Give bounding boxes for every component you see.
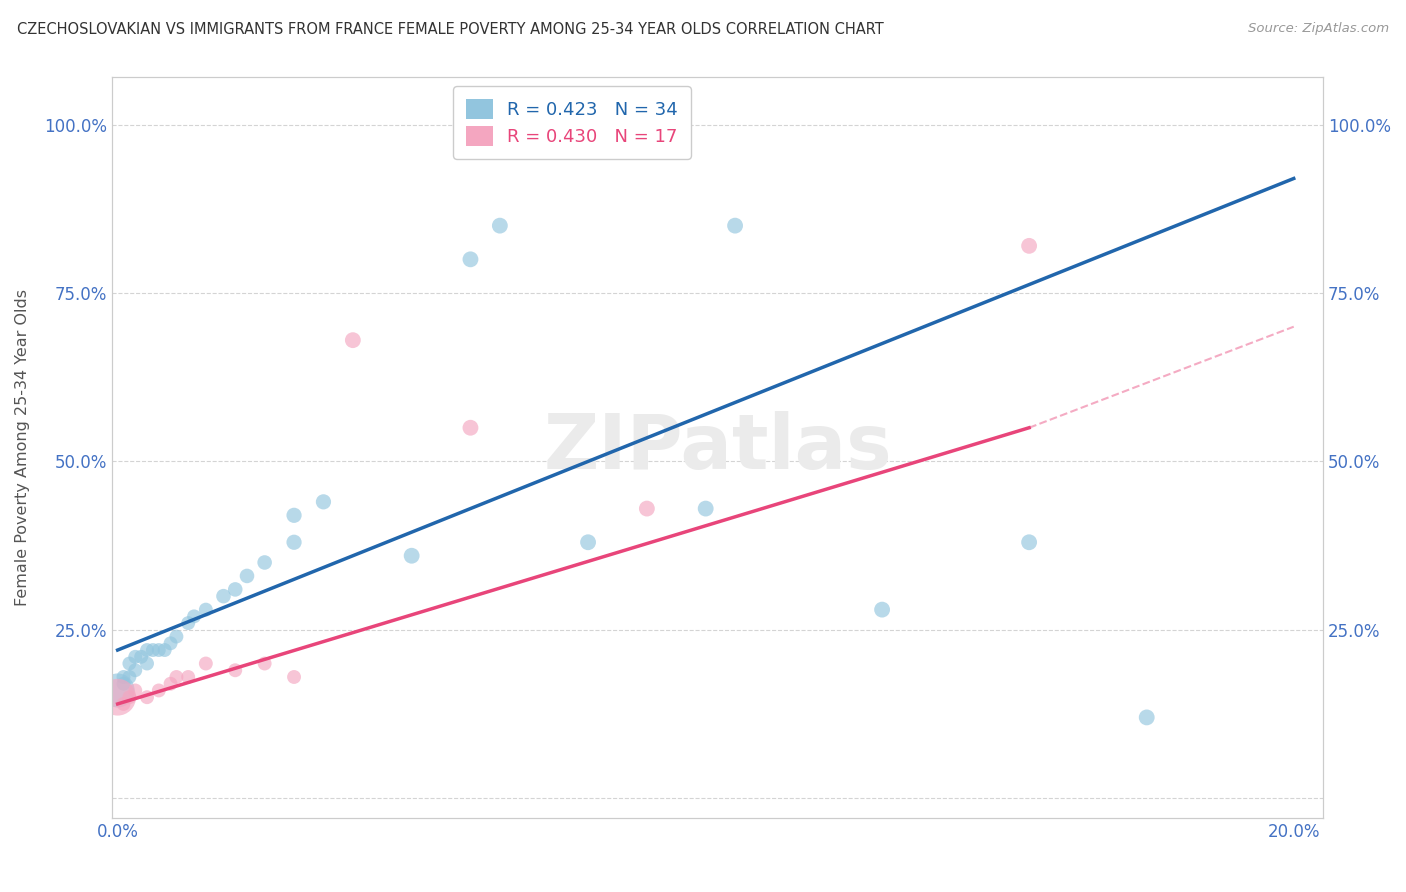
Point bbox=[236, 569, 259, 583]
Point bbox=[194, 657, 217, 671]
Point bbox=[695, 501, 717, 516]
Point bbox=[165, 670, 187, 684]
Point bbox=[460, 252, 482, 267]
Point bbox=[460, 421, 482, 435]
Point bbox=[312, 495, 335, 509]
Text: Source: ZipAtlas.com: Source: ZipAtlas.com bbox=[1249, 22, 1389, 36]
Point bbox=[177, 670, 200, 684]
Point bbox=[636, 501, 658, 516]
Point bbox=[1136, 710, 1159, 724]
Point bbox=[112, 697, 135, 711]
Point bbox=[159, 677, 181, 691]
Point bbox=[724, 219, 747, 233]
Text: CZECHOSLOVAKIAN VS IMMIGRANTS FROM FRANCE FEMALE POVERTY AMONG 25-34 YEAR OLDS C: CZECHOSLOVAKIAN VS IMMIGRANTS FROM FRANC… bbox=[17, 22, 883, 37]
Point bbox=[283, 535, 305, 549]
Point bbox=[489, 219, 512, 233]
Point bbox=[177, 616, 200, 631]
Point bbox=[342, 333, 364, 347]
Point bbox=[112, 670, 135, 684]
Point bbox=[129, 649, 152, 664]
Point bbox=[142, 643, 165, 657]
Point bbox=[183, 609, 205, 624]
Point bbox=[165, 630, 187, 644]
Point bbox=[224, 663, 246, 677]
Point bbox=[253, 657, 276, 671]
Legend: R = 0.423   N = 34, R = 0.430   N = 17: R = 0.423 N = 34, R = 0.430 N = 17 bbox=[453, 87, 690, 159]
Point bbox=[118, 670, 141, 684]
Point bbox=[253, 556, 276, 570]
Point bbox=[112, 677, 135, 691]
Point bbox=[136, 690, 159, 705]
Point bbox=[212, 589, 235, 603]
Point bbox=[118, 657, 141, 671]
Point bbox=[124, 683, 146, 698]
Point bbox=[1018, 239, 1040, 253]
Text: ZIPatlas: ZIPatlas bbox=[543, 411, 891, 485]
Point bbox=[107, 690, 129, 705]
Point bbox=[124, 649, 146, 664]
Point bbox=[153, 643, 176, 657]
Point bbox=[194, 602, 217, 616]
Point bbox=[136, 643, 159, 657]
Point bbox=[124, 663, 146, 677]
Point bbox=[118, 690, 141, 705]
Point bbox=[283, 670, 305, 684]
Point bbox=[148, 683, 170, 698]
Point bbox=[576, 535, 599, 549]
Point bbox=[283, 508, 305, 523]
Point bbox=[159, 636, 181, 650]
Y-axis label: Female Poverty Among 25-34 Year Olds: Female Poverty Among 25-34 Year Olds bbox=[15, 289, 30, 607]
Point bbox=[1018, 535, 1040, 549]
Point bbox=[136, 657, 159, 671]
Point bbox=[870, 602, 893, 616]
Point bbox=[224, 582, 246, 597]
Point bbox=[107, 683, 129, 698]
Point bbox=[401, 549, 423, 563]
Point bbox=[148, 643, 170, 657]
